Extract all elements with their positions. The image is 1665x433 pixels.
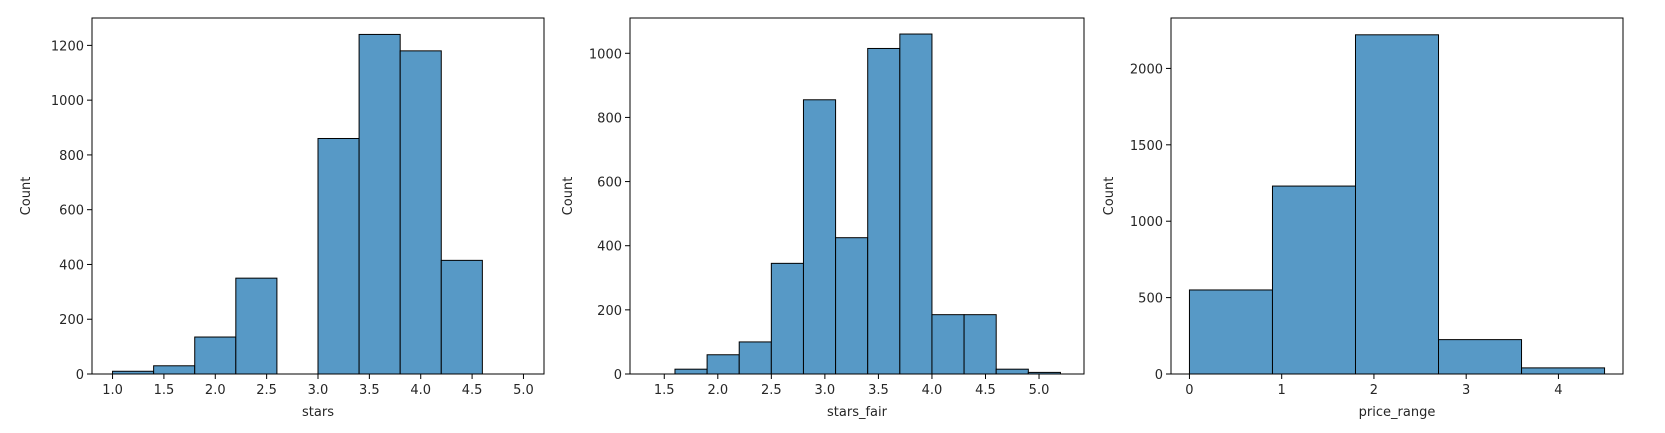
histogram-bar bbox=[358, 33, 401, 375]
histogram-bar bbox=[153, 365, 196, 375]
y-tick-label: 1000 bbox=[589, 47, 622, 62]
x-tick-label: 1.0 bbox=[102, 383, 123, 398]
histogram-bar bbox=[706, 354, 740, 375]
x-axis-label: price_range bbox=[1359, 405, 1436, 420]
y-tick-label: 400 bbox=[59, 258, 84, 273]
y-tick-label: 800 bbox=[597, 111, 622, 126]
histogram-bar bbox=[931, 314, 965, 375]
histogram-bar bbox=[235, 277, 278, 375]
histogram-bar bbox=[995, 368, 1029, 375]
histogram-bar bbox=[1188, 289, 1273, 375]
x-tick-label: 2.5 bbox=[256, 383, 277, 398]
y-tick-label: 1000 bbox=[1130, 215, 1163, 230]
histogram-bar bbox=[1271, 185, 1356, 375]
histogram-bar bbox=[899, 33, 933, 375]
histogram-bar bbox=[1521, 367, 1606, 375]
x-tick-label: 3 bbox=[1462, 383, 1470, 398]
x-tick-label: 2.0 bbox=[707, 383, 728, 398]
x-tick-label: 5.0 bbox=[513, 383, 534, 398]
x-tick-label: 2.5 bbox=[761, 383, 782, 398]
y-tick-label: 1500 bbox=[1130, 139, 1163, 154]
y-tick-label: 2000 bbox=[1130, 62, 1163, 77]
x-tick-label: 4.0 bbox=[922, 383, 943, 398]
x-tick-label: 1 bbox=[1278, 383, 1286, 398]
histogram-bar bbox=[1438, 339, 1523, 375]
x-tick-label: 4.0 bbox=[410, 383, 431, 398]
x-tick-label: 4.5 bbox=[975, 383, 996, 398]
histogram-bar bbox=[738, 341, 772, 375]
x-tick-label: 4 bbox=[1554, 383, 1562, 398]
x-tick-label: 4.5 bbox=[462, 383, 483, 398]
y-tick-label: 0 bbox=[76, 368, 84, 383]
y-axis-label: Count bbox=[561, 177, 576, 216]
y-axis-label: Count bbox=[19, 177, 34, 216]
x-tick-label: 3.0 bbox=[815, 383, 836, 398]
x-tick-label: 0 bbox=[1185, 383, 1193, 398]
x-tick-label: 3.5 bbox=[359, 383, 380, 398]
chart-2: 1.5 2.0 2.5 3.0 3.5 4.0 4.5 5.0 0 200 400 600 800 100… bbox=[561, 17, 1085, 420]
axes-frame bbox=[629, 17, 1085, 375]
x-axis-label: stars bbox=[302, 405, 334, 420]
histogram-bar bbox=[835, 237, 869, 375]
chart-3: 0 1 2 3 4 0 500 1000 1500 2000 price_range Count bbox=[1102, 17, 1624, 420]
histogram-bar bbox=[674, 368, 708, 375]
histogram-bar bbox=[1354, 34, 1440, 375]
y-axis-label: Count bbox=[1102, 177, 1117, 216]
histogram-bar bbox=[770, 262, 804, 375]
x-tick-label: 3.5 bbox=[868, 383, 889, 398]
x-tick-label: 3.0 bbox=[308, 383, 329, 398]
histogram-bar bbox=[317, 137, 360, 375]
x-tick-label: 2.0 bbox=[205, 383, 226, 398]
y-tick-label: 1200 bbox=[51, 39, 84, 54]
histogram-bar bbox=[399, 50, 442, 375]
x-tick-label: 1.5 bbox=[154, 383, 175, 398]
x-tick-label: 5.0 bbox=[1029, 383, 1050, 398]
x-tick-label: 1.5 bbox=[654, 383, 675, 398]
y-tick-label: 0 bbox=[614, 368, 622, 383]
x-tick-label: 2 bbox=[1370, 383, 1378, 398]
histogram-bar bbox=[802, 99, 837, 375]
y-tick-label: 200 bbox=[597, 304, 622, 319]
y-tick-label: 500 bbox=[1138, 292, 1163, 307]
y-tick-label: 600 bbox=[59, 204, 84, 219]
y-tick-label: 200 bbox=[59, 313, 84, 328]
y-tick-label: 1000 bbox=[51, 94, 84, 109]
histogram-bar bbox=[440, 259, 483, 375]
y-tick-label: 800 bbox=[59, 149, 84, 164]
y-tick-label: 400 bbox=[597, 240, 622, 255]
y-tick-label: 600 bbox=[597, 176, 622, 191]
histogram-bar bbox=[963, 314, 997, 375]
y-tick-label: 0 bbox=[1155, 368, 1163, 383]
axes-frame bbox=[1170, 17, 1624, 375]
histogram-bar bbox=[194, 336, 237, 375]
histogram-bar bbox=[867, 47, 901, 375]
chart-1: 1.0 1.5 2.0 2.5 3.0 3.5 4.0 4.5 5.0 0 200 400 600 800… bbox=[19, 17, 545, 420]
x-axis-label: stars_fair bbox=[827, 405, 888, 420]
